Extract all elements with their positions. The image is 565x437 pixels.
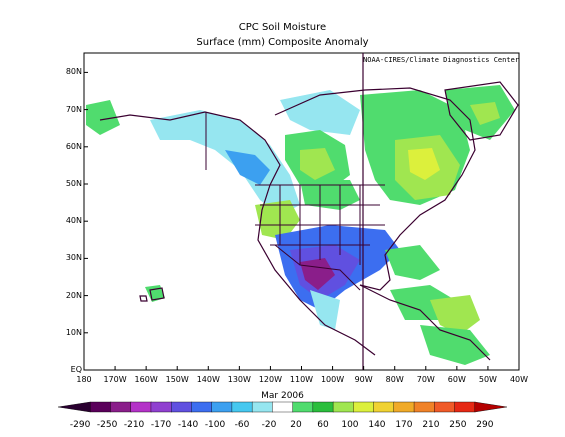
colorbar-swatch bbox=[272, 401, 294, 413]
colorbar-swatch bbox=[393, 401, 415, 413]
lon-label: 100W bbox=[320, 375, 345, 384]
map-title: CPC Soil Moisture bbox=[238, 22, 327, 33]
colorbar-swatch bbox=[292, 401, 314, 413]
credit-text: NOAA-CIRES/Climate Diagnostics Center bbox=[363, 56, 519, 64]
colorbar-swatch bbox=[191, 401, 213, 413]
colorbar-label: 290 bbox=[476, 420, 494, 430]
colorbar-swatch bbox=[90, 401, 112, 413]
colorbar-label: -100 bbox=[204, 420, 226, 430]
colorbar-swatch bbox=[413, 401, 435, 413]
lon-label: 40W bbox=[509, 375, 529, 384]
colorbar-label: -170 bbox=[150, 420, 172, 430]
lon-label: 60W bbox=[447, 375, 466, 384]
lon-label: 50W bbox=[478, 375, 497, 384]
colorbar-swatch bbox=[434, 401, 456, 413]
colorbar-swatch bbox=[130, 401, 152, 413]
lon-label: 110W bbox=[289, 375, 314, 384]
lon-label: 170W bbox=[103, 375, 127, 384]
lat-label: 60N bbox=[65, 141, 82, 151]
colorbar-swatch bbox=[474, 401, 508, 413]
colorbar-label: -250 bbox=[96, 420, 118, 430]
lat-label: 70N bbox=[65, 104, 82, 114]
lon-label: 90W bbox=[354, 375, 373, 384]
colorbar-label: -20 bbox=[261, 420, 277, 430]
lat-label: 20N bbox=[65, 290, 82, 300]
colorbar-label: 250 bbox=[449, 420, 467, 430]
colorbar-swatch bbox=[353, 401, 375, 413]
colorbar-label: 210 bbox=[422, 420, 440, 430]
lat-label: 30N bbox=[65, 253, 82, 263]
date-label: Mar 2006 bbox=[261, 391, 304, 401]
lat-label: 40N bbox=[65, 216, 82, 226]
lat-label: EQ bbox=[70, 365, 82, 374]
anomaly-fields bbox=[86, 85, 515, 365]
colorbar-label: 20 bbox=[290, 420, 302, 430]
colorbar-swatch bbox=[57, 401, 91, 413]
lon-label: 130W bbox=[227, 375, 251, 384]
colorbar-label: 170 bbox=[395, 420, 413, 430]
axis-ticks bbox=[83, 71, 520, 371]
lon-label: 120W bbox=[258, 375, 283, 384]
colorbar-label: -140 bbox=[177, 420, 199, 430]
lon-label: 70W bbox=[416, 375, 435, 384]
lon-label: 150W bbox=[165, 375, 189, 384]
colorbar-swatch bbox=[332, 401, 355, 413]
map-subtitle: Surface (mm) Composite Anomaly bbox=[196, 37, 369, 48]
colorbar-swatch bbox=[150, 401, 172, 413]
colorbar-swatch bbox=[110, 401, 132, 413]
colorbar-label: -290 bbox=[69, 420, 91, 430]
colorbar-swatch bbox=[454, 401, 476, 413]
lon-label: 160W bbox=[134, 375, 158, 384]
colorbar-label: 60 bbox=[317, 420, 329, 430]
lat-label: 50N bbox=[65, 179, 82, 188]
lon-label: 80W bbox=[385, 375, 404, 384]
colorbar-label: -210 bbox=[123, 420, 145, 430]
colorbar-label: -60 bbox=[234, 420, 250, 430]
political-boundaries bbox=[205, 112, 385, 291]
colorbar-swatch bbox=[231, 401, 253, 413]
colorbar-swatch bbox=[211, 401, 233, 413]
colorbar-label: 140 bbox=[368, 420, 386, 430]
lon-label: 140W bbox=[196, 375, 220, 384]
lon-label: 180 bbox=[76, 375, 92, 384]
lat-label: 80N bbox=[65, 67, 82, 77]
colorbar-swatch bbox=[251, 401, 274, 413]
colorbar-swatch bbox=[312, 401, 334, 413]
colorbar-swatch bbox=[170, 401, 193, 413]
colorbar-label: 100 bbox=[341, 420, 359, 430]
colorbar-swatch bbox=[373, 401, 395, 413]
lat-label: 10N bbox=[65, 327, 82, 337]
